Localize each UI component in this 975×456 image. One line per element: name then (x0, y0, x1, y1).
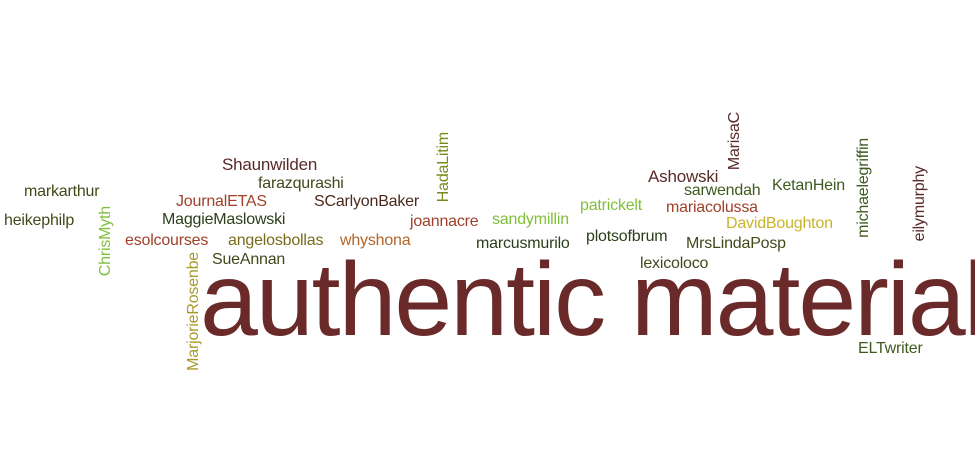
word-marcusmurilo: marcusmurilo (476, 235, 570, 252)
word-plotsofbrum: plotsofbrum (586, 228, 668, 245)
word-esolcourses: esolcourses (125, 232, 209, 249)
word-mrslindaposp: MrsLindaPosp (686, 235, 786, 252)
word-journaletas: JournalETAS (176, 193, 267, 210)
word-chrismyth: ChrisMyth (97, 206, 114, 277)
word-markarthur: markarthur (24, 183, 100, 200)
word-whyshona: whyshona (340, 232, 411, 249)
word-marisac: MarisaC (726, 112, 743, 171)
word-sueannan: SueAnnan (212, 251, 286, 268)
word-scarlyonbaker: SCarlyonBaker (314, 193, 420, 210)
word-eltwriter: ELTwriter (858, 340, 923, 357)
word-shaunwilden: Shaunwilden (222, 155, 318, 174)
word-sarwendah: sarwendah (684, 182, 761, 199)
word-joannacre: joannacre (410, 213, 479, 230)
word-eilymurphy: eilymurphy (911, 166, 928, 242)
word-michaelegriffin: michaelegriffin (855, 138, 872, 238)
word-marjorierosenbe: MarjorieRosenbe (185, 252, 202, 371)
word-davidboughton: DavidBoughton (726, 215, 833, 232)
word-farazqurashi: farazqurashi (258, 175, 344, 192)
main-phrase: authentic materials (200, 242, 975, 358)
word-hadalitim: HadaLitim (435, 132, 452, 203)
word-mariacolussa: mariacolussa (666, 199, 758, 216)
word-lexicoloco: lexicoloco (640, 255, 709, 272)
word-heikephilp: heikephilp (4, 212, 75, 229)
word-patrickelt: patrickelt (580, 197, 643, 214)
word-ketanhein: KetanHein (772, 177, 845, 194)
word-maggiemaslowski: MaggieMaslowski (162, 211, 286, 228)
word-angelosbollas: angelosbollas (228, 232, 324, 249)
word-ashowski: Ashowski (648, 167, 719, 186)
word-sandymillin: sandymillin (492, 211, 569, 228)
